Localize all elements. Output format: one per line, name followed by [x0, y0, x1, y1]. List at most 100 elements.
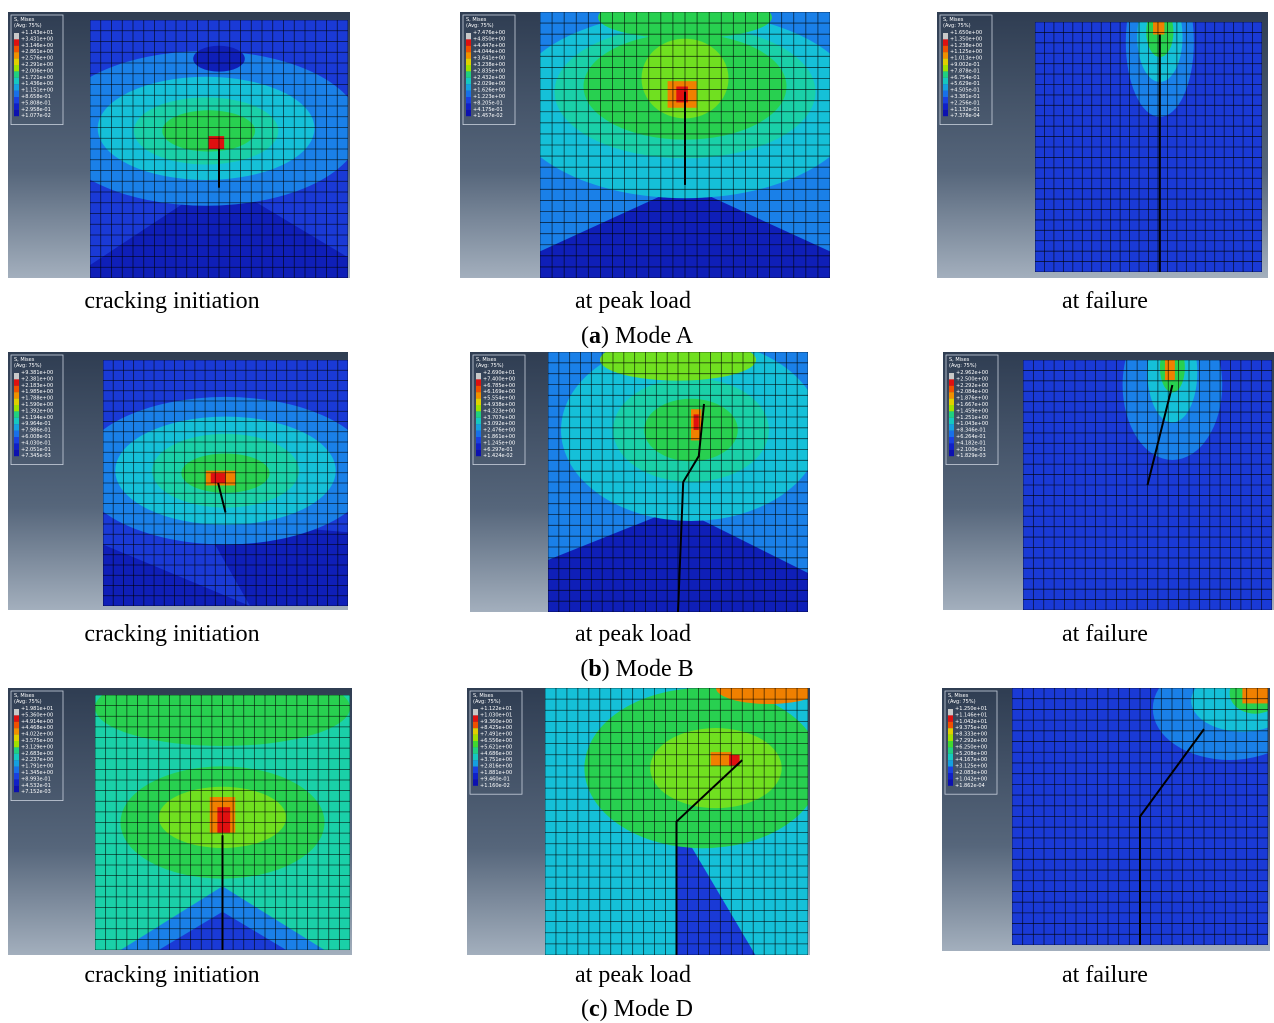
contour-peak: [676, 86, 688, 102]
legend-value: +6.556e+00: [480, 738, 512, 744]
legend-swatch: [476, 373, 481, 379]
legend-value: +2.237e+00: [21, 757, 53, 763]
legend-swatch: [14, 450, 19, 456]
legend-value: +2.835e+00: [473, 68, 505, 74]
legend-swatch: [949, 443, 954, 449]
legend-swatch: [949, 399, 954, 405]
legend-value: +2.576e+00: [21, 56, 53, 62]
legend-value: +1.151e+00: [21, 88, 53, 94]
mesh: [95, 670, 350, 951]
legend-swatch: [943, 33, 948, 39]
legend-value: +6.297e-01: [483, 447, 513, 453]
legend-swatch: [948, 779, 953, 785]
legend-avg: (Avg: 75%): [948, 699, 976, 705]
panel-caption: at peak load: [575, 962, 691, 988]
legend-value: +2.962e+00: [956, 370, 988, 376]
legend-swatch: [14, 437, 19, 443]
legend-value: +2.958e-01: [21, 107, 51, 113]
legend-value: +4.532e-01: [21, 783, 51, 789]
legend-swatch: [473, 728, 478, 734]
legend-swatch: [14, 405, 19, 411]
legend-swatch: [949, 431, 954, 437]
legend-value: +5.621e+00: [480, 744, 512, 750]
legend-swatch: [473, 735, 478, 741]
legend-value: +1.345e+00: [21, 770, 53, 776]
legend-swatch: [476, 418, 481, 424]
legend-value: +9.002e-01: [950, 62, 980, 68]
panel-caption: cracking initiation: [84, 288, 259, 314]
legend-value: +3.751e+00: [480, 757, 512, 763]
legend-value: +2.381e+00: [21, 376, 53, 382]
legend-swatch: [466, 84, 471, 90]
legend-swatch: [948, 760, 953, 766]
row-caption: (a) Mode A: [581, 323, 694, 349]
legend-swatch: [466, 78, 471, 84]
mesh: [79, 360, 373, 606]
contour-peak: [1242, 688, 1268, 703]
legend-swatch: [943, 71, 948, 77]
legend-value: +6.754e-01: [950, 75, 980, 81]
legend-value: +2.690e+01: [483, 370, 515, 376]
legend-avg: (Avg: 75%): [14, 363, 42, 369]
legend-value: +1.042e+00: [955, 776, 987, 782]
contour-band: [650, 728, 782, 808]
legend-swatch: [949, 405, 954, 411]
legend-value: +1.143e+01: [21, 30, 53, 36]
legend-value: +2.029e+00: [473, 81, 505, 87]
legend-value: +4.938e+00: [483, 402, 515, 408]
legend-value: +1.122e+01: [480, 706, 512, 712]
legend-value: +7.878e-01: [950, 68, 980, 74]
contour-peak: [211, 473, 226, 483]
legend-value: +7.476e+00: [473, 30, 505, 36]
legend-value: +1.238e+00: [950, 43, 982, 49]
legend-swatch: [943, 59, 948, 65]
legend-value: +2.500e+00: [956, 376, 988, 382]
legend-avg: (Avg: 75%): [943, 23, 971, 29]
legend-swatch: [476, 424, 481, 430]
legend-value: +1.146e+01: [955, 712, 987, 718]
legend-value: +9.460e-01: [480, 776, 510, 782]
legend-swatch: [476, 386, 481, 392]
legend-swatch: [14, 78, 19, 84]
legend-value: +1.985e+00: [21, 389, 53, 395]
legend-swatch: [949, 411, 954, 417]
legend-swatch: [14, 71, 19, 77]
legend-value: +1.223e+00: [473, 94, 505, 100]
legend-value: +3.129e+00: [21, 744, 53, 750]
legend-swatch: [14, 59, 19, 65]
contour-panel: S, Mises(Avg: 75%)+9.381e+00+2.381e+00+2…: [8, 352, 373, 610]
legend-swatch: [943, 46, 948, 52]
legend-swatch: [14, 443, 19, 449]
legend-swatch: [948, 747, 953, 753]
legend-swatch: [943, 103, 948, 109]
legend-swatch: [473, 747, 478, 753]
legend-value: +9.360e+00: [480, 719, 512, 725]
legend-swatch: [14, 91, 19, 97]
legend-value: +1.030e+01: [480, 712, 512, 718]
legend-swatch: [948, 735, 953, 741]
legend-value: +4.447e+00: [473, 43, 505, 49]
legend-value: +2.006e+00: [21, 68, 53, 74]
legend-value: +4.323e+00: [483, 408, 515, 414]
legend-swatch: [14, 767, 19, 773]
mesh: [1035, 0, 1262, 272]
legend-value: +1.626e+00: [473, 88, 505, 94]
legend-swatch: [943, 91, 948, 97]
legend-swatch: [948, 722, 953, 728]
legend-swatch: [476, 411, 481, 417]
legend-swatch: [14, 411, 19, 417]
legend-swatch: [473, 709, 478, 715]
legend-value: +1.791e+00: [21, 764, 53, 770]
legend-value: +5.208e+00: [955, 751, 987, 757]
legend-swatch: [943, 65, 948, 71]
legend-swatch: [949, 373, 954, 379]
legend-value: +7.491e+00: [480, 732, 512, 738]
legend-value: +4.468e+00: [21, 725, 53, 731]
legend-swatch: [14, 728, 19, 734]
legend-value: +9.375e+00: [955, 725, 987, 731]
legend-value: +1.721e+00: [21, 75, 53, 81]
legend-value: +5.360e+00: [21, 712, 53, 718]
legend-value: +1.861e+00: [483, 434, 515, 440]
contour-panel: S, Mises(Avg: 75%)+1.143e+01+3.431e+00+3…: [8, 12, 361, 278]
legend-avg: (Avg: 75%): [14, 23, 42, 29]
